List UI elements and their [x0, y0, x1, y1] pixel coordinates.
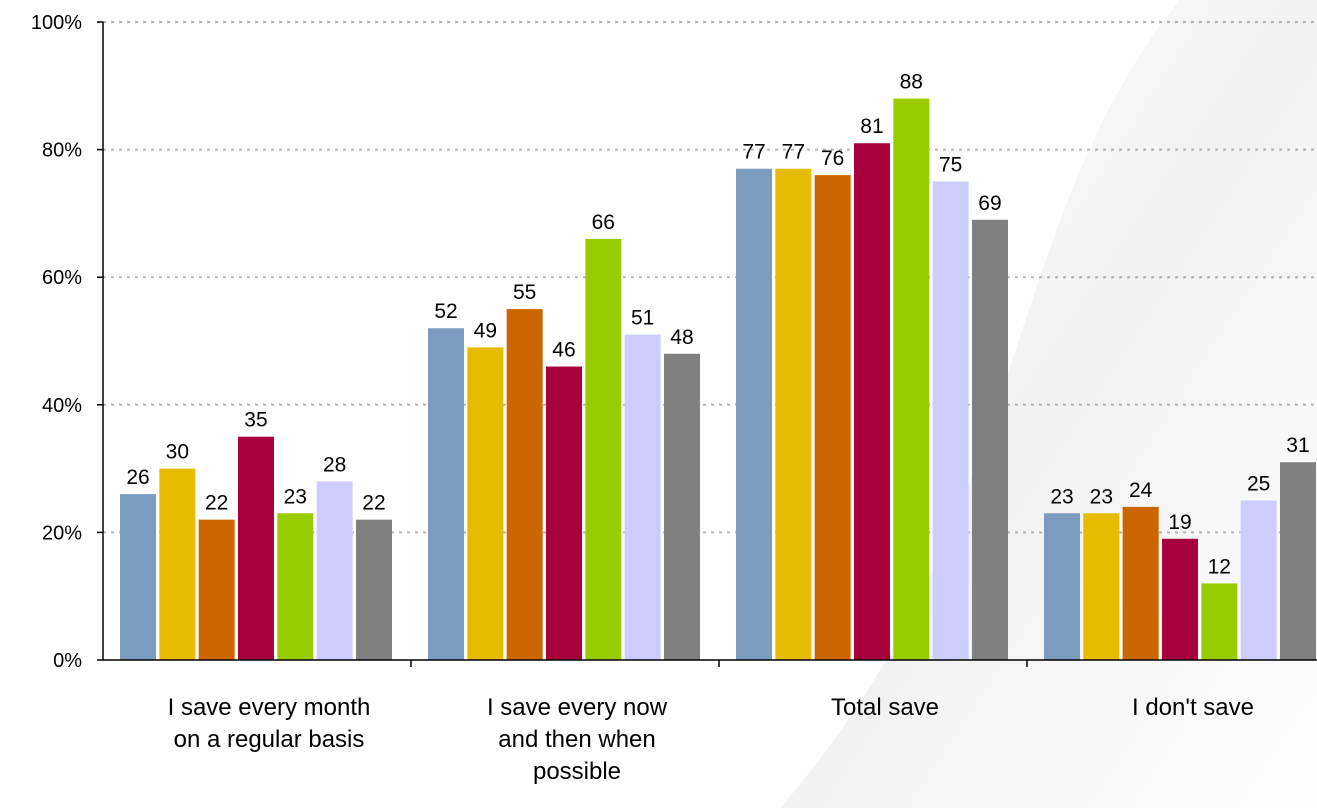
y-tick-label: 20%	[42, 522, 82, 544]
data-label: 55	[513, 281, 536, 304]
bar	[853, 143, 890, 661]
data-label: 51	[631, 307, 654, 330]
data-label: 24	[1129, 479, 1153, 502]
data-label: 12	[1208, 555, 1231, 578]
y-tick-label: 0%	[53, 650, 82, 672]
bar	[506, 309, 543, 660]
data-label: 23	[284, 485, 307, 508]
bar	[814, 175, 851, 660]
data-label: 77	[782, 141, 805, 164]
data-label: 46	[552, 339, 575, 362]
bar	[545, 366, 582, 660]
x-category-label-line: and then when	[498, 726, 655, 753]
data-label: 30	[166, 441, 189, 464]
y-tick-label: 80%	[42, 140, 82, 162]
data-label: 69	[978, 192, 1001, 215]
data-label: 28	[323, 453, 346, 476]
y-tick-label: 100%	[31, 12, 82, 34]
bar	[775, 168, 812, 661]
x-category-label-line: I don't save	[1132, 694, 1254, 721]
bar	[971, 219, 1008, 660]
bar	[1279, 462, 1316, 660]
data-label: 49	[474, 319, 497, 342]
data-label: 88	[900, 71, 923, 94]
x-category-label: Total save	[831, 694, 939, 721]
data-label: 25	[1247, 473, 1270, 496]
bar	[663, 353, 700, 660]
bar	[1122, 506, 1159, 660]
data-label: 22	[362, 492, 385, 515]
data-label: 52	[434, 300, 457, 323]
data-label: 23	[1090, 485, 1113, 508]
bar	[585, 238, 622, 661]
data-label: 77	[742, 141, 765, 164]
data-label: 66	[592, 211, 615, 234]
data-label: 19	[1168, 511, 1191, 534]
bar	[198, 519, 235, 660]
data-label: 76	[821, 147, 844, 170]
bar	[120, 494, 156, 660]
bar	[1240, 500, 1277, 660]
bar	[355, 519, 392, 660]
data-label: 31	[1286, 434, 1309, 457]
x-category-label: I save every month on a regular basis	[168, 694, 371, 753]
data-label: 35	[244, 409, 267, 432]
x-category-label-line: possible	[533, 758, 621, 785]
data-label: 48	[670, 326, 693, 349]
bar	[736, 168, 772, 661]
bar	[1201, 583, 1238, 660]
data-label: 23	[1050, 485, 1073, 508]
data-label: 75	[939, 154, 962, 177]
y-tick-label: 40%	[42, 395, 82, 417]
x-category-label: I save every now and then when possible	[487, 694, 668, 785]
data-label: 81	[860, 115, 883, 138]
x-category-label-line: on a regular basis	[174, 726, 365, 753]
bar	[1044, 513, 1080, 660]
bar	[159, 468, 196, 660]
data-label: 22	[205, 492, 228, 515]
bar	[428, 328, 464, 660]
bar	[316, 481, 353, 660]
bar	[467, 347, 504, 660]
data-label: 26	[126, 466, 149, 489]
bar	[1161, 538, 1198, 660]
x-category-label-line: I save every month	[168, 694, 371, 721]
bar	[932, 181, 969, 660]
y-tick-label: 60%	[42, 267, 82, 289]
bar	[277, 513, 314, 660]
bar	[624, 334, 661, 660]
bar	[893, 98, 930, 660]
x-category-label-line: I save every now	[487, 694, 668, 721]
bar	[1083, 513, 1120, 660]
x-category-label: I don't save	[1132, 694, 1254, 721]
bar	[237, 436, 274, 660]
x-category-label-line: Total save	[831, 694, 939, 721]
